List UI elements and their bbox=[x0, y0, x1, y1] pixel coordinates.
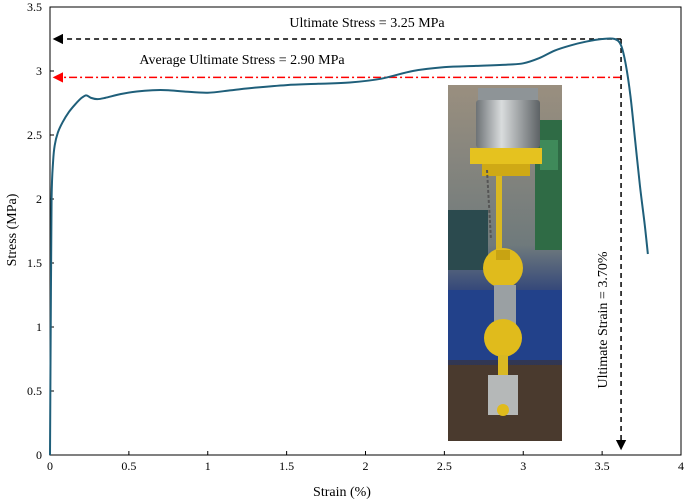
y-tick-label: 3.5 bbox=[27, 0, 42, 14]
tensile-test-machine-photo bbox=[448, 85, 562, 441]
ultimate-strain-label: Ultimate Strain = 3.70% bbox=[596, 251, 611, 388]
x-tick-label: 3 bbox=[520, 459, 526, 473]
series-layer bbox=[49, 37, 649, 456]
ultimate-stress-label: Ultimate Stress = 3.25 MPa bbox=[289, 16, 445, 31]
x-tick-label: 2.5 bbox=[437, 459, 452, 473]
y-tick-label: 3 bbox=[36, 64, 42, 78]
x-tick-label: 1.5 bbox=[279, 459, 294, 473]
x-axis-label: Strain (%) bbox=[313, 485, 371, 500]
y-tick-label: 1.5 bbox=[27, 256, 42, 270]
plot-frame bbox=[49, 6, 682, 456]
annotations bbox=[52, 33, 627, 451]
y-tick-label: 1 bbox=[36, 320, 42, 334]
average-ultimate-stress-label: Average Ultimate Stress = 2.90 MPa bbox=[139, 53, 345, 68]
y-axis-label: Stress (MPa) bbox=[5, 193, 20, 266]
y-tick-label: 2.5 bbox=[27, 128, 42, 142]
y-tick-label: 0.5 bbox=[27, 384, 42, 398]
ticks: 0 0.5 1 1.5 2 2.5 3 3.5 4 0 0.5 1 1.5 2 2.5 3 3.5 bbox=[27, 0, 684, 473]
y-tick-label: 2 bbox=[36, 192, 42, 206]
x-tick-label: 2 bbox=[363, 459, 369, 473]
y-tick-label: 0 bbox=[36, 448, 42, 462]
x-tick-label: 4 bbox=[678, 459, 684, 473]
x-tick-label: 3.5 bbox=[595, 459, 610, 473]
x-tick-label: 1 bbox=[205, 459, 211, 473]
x-tick-label: 0 bbox=[47, 459, 53, 473]
x-tick-label: 0.5 bbox=[121, 459, 136, 473]
stress-strain-curve bbox=[49, 37, 649, 456]
axes bbox=[49, 6, 682, 456]
